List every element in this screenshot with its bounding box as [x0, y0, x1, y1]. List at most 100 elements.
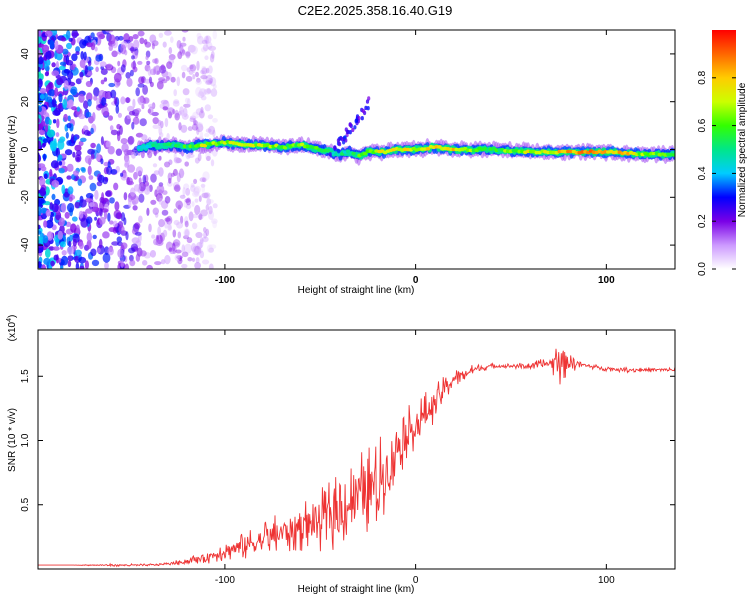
spectrogram-noise-cell	[52, 109, 61, 116]
spectrogram-noise-cell	[57, 230, 63, 240]
spectrogram-noise-cell	[184, 229, 190, 238]
spectrogram-noise-cell	[199, 177, 206, 183]
snr-x-axis-label: Height of straight line (km)	[298, 584, 415, 595]
spectrogram-noise-cell	[173, 208, 178, 214]
spectrogram-chirp-cell	[340, 137, 344, 142]
spectrogram-noise-cell	[138, 76, 145, 84]
snr-y-tick-label: 1.0	[20, 433, 31, 447]
spectrogram-noise-cell	[168, 177, 172, 184]
spectrogram-noise-cell	[208, 263, 214, 269]
spectrogram-noise-cell	[120, 96, 126, 105]
spectrogram-noise-cell	[76, 150, 82, 157]
spectrogram-noise-cell	[191, 201, 195, 207]
spectrogram-noise-cell	[96, 247, 101, 254]
spectrogram-noise-cell	[185, 197, 192, 206]
spectrogram-noise-cell	[62, 48, 69, 55]
spectrogram-noise-cell	[201, 185, 205, 193]
spectrogram-noise-cell	[204, 132, 210, 138]
spectrogram-noise-cell	[192, 111, 200, 119]
snr-x-tick-label: 100	[598, 575, 615, 586]
spectrogram-noise-cell	[208, 205, 213, 215]
spectrogram-noise-cell	[177, 51, 183, 60]
spectrogram-noise-cell	[112, 220, 118, 228]
spectrogram-noise-cell	[149, 34, 157, 43]
spectrogram-noise-cell	[153, 66, 156, 76]
spectrogram-noise-cell	[203, 227, 207, 233]
spectrogram-noise-cell	[111, 50, 118, 58]
spectrogram-noise-cell	[88, 60, 92, 67]
spectrogram-noise-cell	[38, 261, 42, 269]
spectrogram-noise-cell	[206, 87, 211, 94]
spectrogram-noise-cell	[173, 99, 180, 104]
spectrogram-noise-cell	[181, 71, 186, 79]
spectrogram-noise-cell	[63, 113, 68, 122]
spectrogram-noise-cell	[164, 254, 171, 265]
spectrogram-noise-cell	[90, 142, 96, 149]
spectrogram-noise-cell	[210, 88, 218, 97]
spectrogram-noise-cell	[120, 44, 127, 55]
spectrogram-noise-cell	[160, 64, 165, 71]
spectrogram-noise-cell	[208, 78, 213, 84]
spectrogram-noise-cell	[137, 60, 143, 65]
spectrogram-noise-cell	[38, 78, 43, 88]
spectrogram-noise-cell	[57, 140, 65, 150]
spectrogram-noise-cell	[184, 220, 189, 228]
spectrogram-noise-cell	[195, 79, 202, 85]
spectrogram-noise-cell	[167, 107, 175, 116]
spectrogram-noise-cell	[42, 138, 48, 144]
spectrogram-noise-cell	[52, 246, 60, 251]
spectrogram-noise-cell	[191, 213, 199, 219]
spectrogram-noise-cell	[93, 95, 98, 101]
spectrogram-noise-cell	[177, 204, 182, 211]
spectrogram-noise-cell	[94, 46, 98, 52]
spectrogram-noise-cell	[101, 97, 107, 106]
spectrogram-noise-cell	[177, 231, 182, 239]
spectrogram-noise-cell	[172, 100, 180, 107]
spectrogram-noise-cell	[109, 220, 114, 225]
spectrogram-noise-cell	[187, 257, 193, 262]
spectrogram-noise-cell	[152, 207, 159, 215]
spectrogram-noise-cell	[158, 155, 162, 161]
spectrogram-noise-cell	[169, 247, 178, 253]
spectrogram-chirp-cell	[355, 118, 359, 123]
spectrogram-noise-cell	[66, 175, 72, 180]
spectrogram-noise-cell	[106, 63, 113, 70]
spectrogram-noise-cell	[60, 255, 69, 266]
spectrogram-noise-cell	[96, 143, 101, 154]
spectrogram-noise-cell	[167, 181, 173, 187]
spectrogram-noise-cell	[147, 265, 152, 269]
spectrogram-noise-cell	[135, 108, 142, 113]
spectrogram-noise-cell	[135, 87, 140, 97]
spectrogram-noise-cell	[184, 216, 189, 226]
spectrogram-noise-cell	[130, 187, 136, 197]
spectrogram-noise-cell	[42, 235, 49, 244]
spectrogram-noise-cell	[188, 69, 194, 75]
spectrogram-noise-cell	[167, 224, 172, 231]
spectrogram-noise-cell	[83, 51, 87, 61]
spectrogram-noise-cell	[148, 106, 154, 116]
spectrogram-noise-cell	[56, 77, 64, 86]
spectrogram-noise-cell	[54, 87, 59, 97]
spectrogram-noise-cell	[176, 172, 181, 183]
spectrogram-noise-cell	[204, 104, 211, 112]
spectrogram-noise-cell	[75, 154, 82, 163]
spectrogram-noise-cell	[183, 201, 189, 208]
spectrogram-noise-cell	[198, 110, 205, 119]
spectrogram-noise-cell	[198, 213, 203, 221]
spectrogram-noise-cell	[109, 197, 115, 204]
spectrogram-noise-cell	[208, 210, 214, 221]
spectrogram-noise-cell	[127, 135, 135, 145]
spectrogram-noise-cell	[85, 197, 93, 203]
spectrogram-noise-cell	[212, 118, 218, 123]
spectrogram-noise-cell	[210, 159, 215, 167]
spectrogram-noise-cell	[164, 117, 169, 128]
spectrogram-noise-cell	[198, 88, 207, 97]
spectrogram-noise-cell	[184, 198, 191, 203]
spectrogram-noise-cell	[51, 193, 56, 200]
spectrogram-noise-cell	[180, 215, 184, 224]
spectrogram-noise-cell	[42, 153, 47, 162]
spectrogram-noise-cell	[194, 245, 202, 256]
spectrogram-noise-cell	[58, 217, 65, 227]
spectrogram-noise-cell	[193, 120, 198, 126]
spectrogram-noise-cell	[128, 198, 132, 208]
